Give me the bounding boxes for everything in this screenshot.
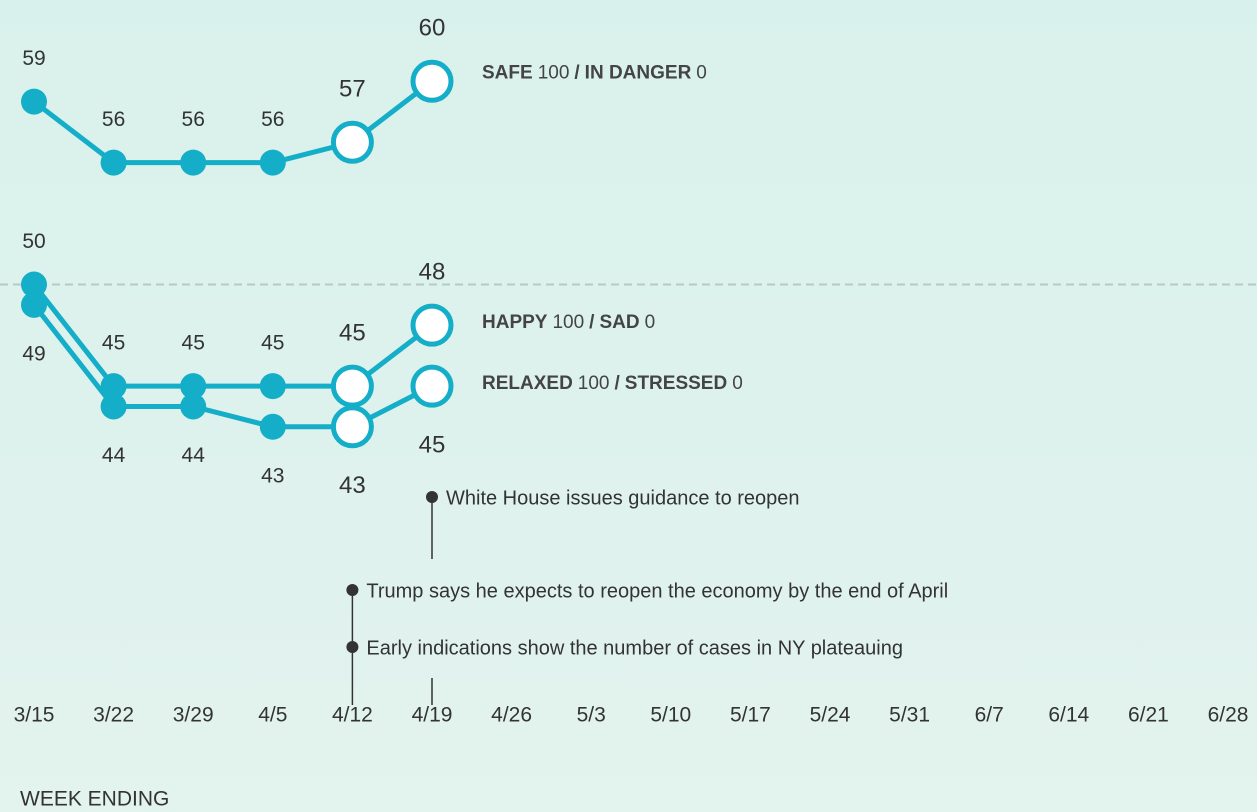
- data-label: 50: [22, 230, 45, 253]
- marker-open: [330, 364, 374, 408]
- x-tick-label: 5/3: [577, 704, 606, 727]
- x-tick-label: 3/15: [14, 704, 55, 727]
- marker-open: [330, 405, 374, 449]
- marker-open: [410, 303, 454, 347]
- legend-part: 100: [578, 373, 610, 394]
- legend-part: SAFE: [482, 62, 533, 83]
- series-line: [32, 303, 434, 430]
- marker: [21, 291, 47, 318]
- x-tick-label: 4/5: [258, 704, 287, 727]
- data-label: 45: [261, 332, 284, 355]
- x-tick-label: 4/12: [332, 704, 373, 727]
- legend-part: 0: [732, 373, 743, 394]
- x-tick-label: 6/14: [1048, 704, 1089, 727]
- legend-part: /: [589, 312, 595, 333]
- data-label: 45: [102, 332, 125, 355]
- annotation-text: Early indications show the number of cas…: [366, 637, 903, 659]
- legend-part: 0: [645, 312, 656, 333]
- marker: [100, 149, 127, 176]
- data-label: 45: [419, 431, 446, 458]
- data-label: 43: [261, 464, 284, 487]
- x-tick-label: 6/7: [975, 704, 1004, 727]
- marker: [259, 149, 286, 176]
- x-tick-label: 4/19: [412, 704, 453, 727]
- x-axis-label: WEEK ENDING: [20, 788, 169, 811]
- data-label: 43: [339, 472, 366, 499]
- marker: [180, 393, 207, 420]
- marker-open: [330, 120, 374, 164]
- legend-part: /: [574, 62, 580, 83]
- x-tick-label: 5/31: [889, 704, 930, 727]
- x-tick-label: 5/24: [810, 704, 851, 727]
- legend-part: IN DANGER: [585, 62, 692, 83]
- data-label: 57: [339, 76, 366, 103]
- x-tick-label: 5/10: [650, 704, 691, 727]
- data-label: 45: [182, 332, 205, 355]
- data-label: 60: [419, 15, 446, 42]
- legend-label: SAFE 100/IN DANGER 0: [482, 62, 707, 83]
- legend-part: 100: [538, 62, 570, 83]
- marker: [21, 88, 47, 115]
- x-tick-label: 3/29: [173, 704, 214, 727]
- x-tick-label: 5/17: [730, 704, 771, 727]
- marker: [180, 149, 207, 176]
- legend-part: /: [615, 373, 621, 394]
- legend-part: 100: [552, 312, 584, 333]
- marker: [100, 373, 127, 400]
- data-label: 44: [182, 444, 206, 467]
- data-label: 56: [102, 108, 125, 131]
- legend-label: RELAXED 100/STRESSED 0: [482, 373, 743, 394]
- data-label: 45: [339, 319, 366, 346]
- legend-part: RELAXED: [482, 373, 573, 394]
- annotation-text: Trump says he expects to reopen the econ…: [366, 580, 948, 602]
- data-label: 44: [102, 444, 126, 467]
- marker: [259, 373, 286, 400]
- legend-part: HAPPY: [482, 312, 548, 333]
- data-label: 59: [22, 47, 45, 70]
- legend-part: SAD: [599, 312, 639, 333]
- x-tick-label: 6/28: [1208, 704, 1249, 727]
- marker: [100, 393, 127, 420]
- series-line: [32, 282, 434, 389]
- marker: [259, 413, 286, 440]
- x-tick-label: 6/21: [1128, 704, 1169, 727]
- legend-part: STRESSED: [625, 373, 727, 394]
- data-label: 56: [261, 108, 284, 131]
- data-label: 49: [22, 342, 45, 365]
- marker: [180, 373, 207, 400]
- x-tick-label: 4/26: [491, 704, 532, 727]
- annotation-text: White House issues guidance to reopen: [446, 487, 800, 509]
- marker: [21, 271, 47, 298]
- marker-open: [410, 59, 454, 103]
- x-tick-label: 3/22: [93, 704, 134, 727]
- legend-label: HAPPY 100/SAD 0: [482, 312, 655, 333]
- data-label: 56: [182, 108, 205, 131]
- marker-open: [410, 364, 454, 408]
- legend-part: 0: [696, 62, 707, 83]
- data-label: 48: [419, 259, 446, 286]
